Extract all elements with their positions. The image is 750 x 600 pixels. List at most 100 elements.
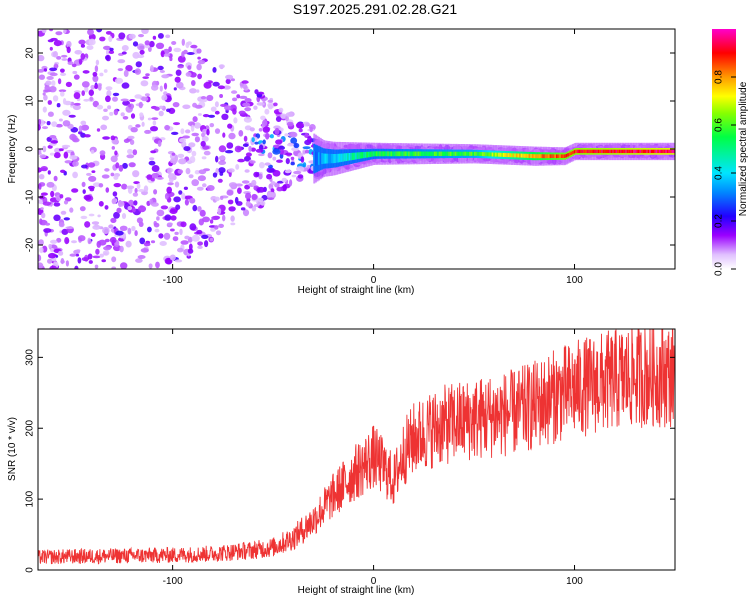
heatmap-band-core (347, 153, 350, 161)
heatmap-cell (233, 117, 238, 124)
heatmap-cell (111, 266, 116, 269)
x-tick-label: -100 (163, 275, 183, 286)
heatmap-cell (209, 123, 215, 128)
heatmap-cell (173, 196, 181, 203)
heatmap-cell (78, 39, 86, 45)
heatmap-band-core (527, 153, 530, 158)
heatmap-cell (225, 74, 234, 80)
heatmap-cell (215, 230, 222, 236)
heatmap-cell (190, 124, 195, 132)
heatmap-cell (132, 149, 138, 156)
heatmap-cell (267, 152, 273, 159)
heatmap-cell (228, 182, 238, 188)
heatmap-cell (187, 248, 194, 254)
heatmap-cell (154, 228, 160, 233)
heatmap-cell (58, 222, 65, 228)
heatmap-cell (138, 34, 144, 38)
heatmap-cell (123, 69, 129, 77)
heatmap-cell (253, 171, 260, 178)
heatmap-cell (126, 185, 135, 190)
heatmap-band-core (538, 154, 541, 159)
colorbar-label: Normalized spectral amplitude (738, 81, 749, 216)
heatmap-band-core (495, 152, 497, 157)
heatmap-cell (241, 80, 249, 84)
heatmap-cell (92, 75, 99, 83)
heatmap-cell (109, 111, 114, 116)
heatmap-band-core (411, 151, 414, 157)
heatmap-cell (259, 162, 265, 169)
heatmap-cell (136, 183, 141, 190)
heatmap-cell (170, 228, 175, 232)
heatmap-cell (159, 70, 165, 73)
heatmap-cell (144, 129, 151, 134)
heatmap-cell (132, 51, 140, 59)
heatmap-cell (258, 153, 265, 157)
heatmap-band-core (332, 154, 335, 164)
heatmap-band-core (560, 154, 563, 158)
x-tick-label: 100 (566, 576, 583, 587)
heatmap-cell (120, 98, 129, 102)
heatmap-band-core (490, 152, 493, 157)
y-tick-label: -20 (25, 237, 36, 252)
heatmap-cell (155, 42, 165, 49)
heatmap-cell (114, 150, 118, 156)
heatmap-cell (196, 229, 203, 235)
snr-axes: -100 0 100 0 100 200 300 (25, 329, 675, 587)
heatmap-cell (47, 258, 53, 264)
heatmap-cell (88, 260, 93, 264)
heatmap-band-core (612, 149, 615, 154)
heatmap-cell (72, 160, 79, 167)
heatmap-cell (181, 192, 186, 200)
heatmap-cell (51, 121, 58, 127)
heatmap-band-core (636, 149, 639, 154)
heatmap-cell (58, 118, 63, 122)
heatmap-cell (71, 63, 77, 68)
heatmap-cell (86, 45, 94, 50)
heatmap-cell (197, 206, 202, 212)
heatmap-cell (125, 240, 132, 248)
heatmap-cell (221, 113, 229, 121)
heatmap-cell (144, 93, 150, 97)
heatmap-cell (171, 131, 179, 135)
heatmap-band-core (480, 152, 483, 156)
heatmap-cell (293, 142, 300, 149)
heatmap-band-core (662, 149, 665, 154)
heatmap-cell (140, 248, 149, 253)
heatmap-cell (187, 41, 192, 46)
heatmap-cell (182, 104, 191, 110)
heatmap-band-core (628, 149, 631, 154)
heatmap-cell (173, 47, 182, 53)
heatmap-cell (105, 55, 110, 61)
heatmap-band-core (530, 154, 533, 158)
heatmap-cell (92, 71, 98, 77)
heatmap-cell (159, 85, 163, 92)
heatmap-cell (163, 53, 170, 57)
heatmap-cell (227, 168, 235, 173)
heatmap-cell (230, 222, 236, 226)
heatmap-band-core (493, 152, 496, 157)
heatmap-cell (101, 174, 110, 179)
heatmap-band-core (552, 154, 555, 158)
heatmap-cell (272, 148, 281, 155)
heatmap-cell (218, 145, 227, 153)
heatmap-cell (251, 193, 258, 201)
heatmap-cell (214, 101, 219, 108)
heatmap-cell (146, 174, 153, 180)
heatmap-cell (46, 181, 55, 188)
heatmap-band-core (377, 151, 380, 157)
heatmap-band-core (644, 149, 647, 154)
heatmap-band-core (387, 151, 390, 157)
heatmap-cell (197, 59, 206, 65)
heatmap-band-core (583, 149, 586, 154)
heatmap-cell (97, 214, 101, 218)
heatmap-cell (43, 228, 52, 233)
heatmap-cell (50, 248, 55, 253)
heatmap-cell (138, 45, 145, 51)
heatmap-cell (149, 198, 154, 205)
heatmap-cell (96, 29, 103, 33)
heatmap-cell (121, 82, 130, 89)
heatmap-cell (197, 56, 201, 60)
heatmap-band-core (507, 153, 510, 158)
heatmap-band-core (433, 151, 436, 156)
heatmap-band-core (401, 151, 404, 157)
